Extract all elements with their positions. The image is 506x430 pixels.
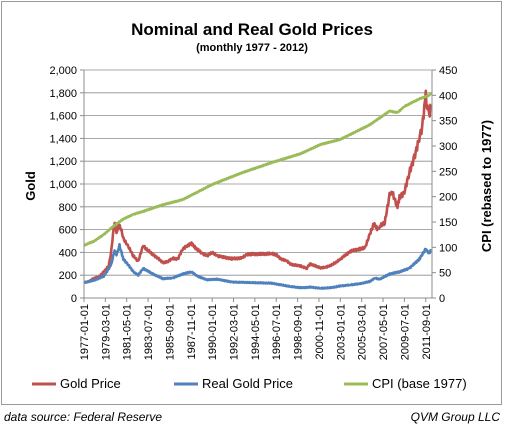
right-tick-label: 50 <box>439 268 451 280</box>
right-tick-label: 450 <box>439 65 457 77</box>
right-axis-ticks: 0 50 100 150 200 250 300 350 400 450 <box>432 65 457 305</box>
x-tick-label: 2009-07-01 <box>399 304 411 360</box>
right-tick-label: 400 <box>439 90 457 102</box>
y-axis-right-title: CPI (rebased to 1977) <box>479 120 494 252</box>
chart-subtitle: (monthly 1977 - 2012) <box>196 42 308 54</box>
left-tick-label: 800 <box>59 202 77 214</box>
left-tick-label: 400 <box>59 247 77 259</box>
x-tick-label: 1979-03-01 <box>100 304 112 360</box>
right-tick-label: 150 <box>439 217 457 229</box>
legend-label: Real Gold Price <box>202 376 293 391</box>
x-tick-label: 1983-07-01 <box>143 304 155 360</box>
x-tick-label: 2003-01-01 <box>335 304 347 360</box>
gridlines <box>84 69 432 276</box>
left-tick-label: 1,200 <box>49 156 77 168</box>
right-tick-label: 200 <box>439 192 457 204</box>
source-note: data source: Federal Reserve <box>4 410 163 424</box>
left-tick-label: 600 <box>59 225 77 237</box>
series-line-real-gold-price <box>83 242 432 290</box>
left-tick-label: 1,600 <box>49 111 77 123</box>
x-tick-label: 1998-09-01 <box>293 304 305 360</box>
right-tick-label: 100 <box>439 242 457 254</box>
x-tick-label: 2000-11-01 <box>314 304 326 359</box>
x-tick-label: 1981-05-01 <box>122 304 134 360</box>
y-axis-left-title: Gold <box>23 171 38 201</box>
x-tick-label: 1996-07-01 <box>271 304 283 360</box>
legend-item: Gold Price <box>32 376 121 391</box>
legend-item: Real Gold Price <box>174 376 293 391</box>
series-line-gold-price <box>83 89 432 285</box>
series-line-cpi-base-1977 <box>83 92 433 247</box>
left-axis-ticks: 0 200 400 600 800 1,000 1,200 1,400 1,600 1,800 2,… <box>49 65 84 305</box>
right-tick-label: 0 <box>439 293 445 305</box>
chart-title: Nominal and Real Gold Prices <box>131 20 373 39</box>
left-tick-label: 1,000 <box>49 179 77 191</box>
legend-label: Gold Price <box>60 376 121 391</box>
x-tick-label: 1994-05-01 <box>250 304 262 360</box>
chart-svg: Nominal and Real Gold Prices (monthly 19… <box>23 20 494 391</box>
chart-frame: Nominal and Real Gold Prices (monthly 19… <box>1 1 502 405</box>
x-tick-label: 2005-03-01 <box>357 304 369 360</box>
x-tick-label: 2011-09-01 <box>421 304 433 359</box>
legend: Gold Price Real Gold Price CPI (base 1977) <box>32 376 467 391</box>
x-axis-ticks: 1977-01-01 1979-03-01 1981-05-01 1983-07-01… <box>79 298 433 360</box>
series-lines <box>83 89 433 290</box>
left-tick-label: 0 <box>71 293 77 305</box>
right-tick-label: 350 <box>439 116 457 128</box>
legend-label: CPI (base 1977) <box>372 376 467 391</box>
x-tick-label: 1985-09-01 <box>164 304 176 360</box>
x-tick-label: 2007-05-01 <box>378 304 390 360</box>
left-tick-label: 200 <box>59 270 77 282</box>
axis-lines <box>83 70 433 299</box>
x-tick-label: 1987-11-01 <box>186 304 198 359</box>
left-tick-label: 1,400 <box>49 133 77 145</box>
x-tick-label: 1990-01-01 <box>207 304 219 360</box>
credit-note: QVM Group LLC <box>410 410 500 424</box>
right-tick-label: 300 <box>439 141 457 153</box>
left-tick-label: 2,000 <box>49 65 77 77</box>
left-tick-label: 1,800 <box>49 88 77 100</box>
x-tick-label: 1977-01-01 <box>79 304 91 360</box>
x-tick-label: 1992-03-01 <box>229 304 241 360</box>
legend-item: CPI (base 1977) <box>344 376 467 391</box>
right-tick-label: 250 <box>439 166 457 178</box>
